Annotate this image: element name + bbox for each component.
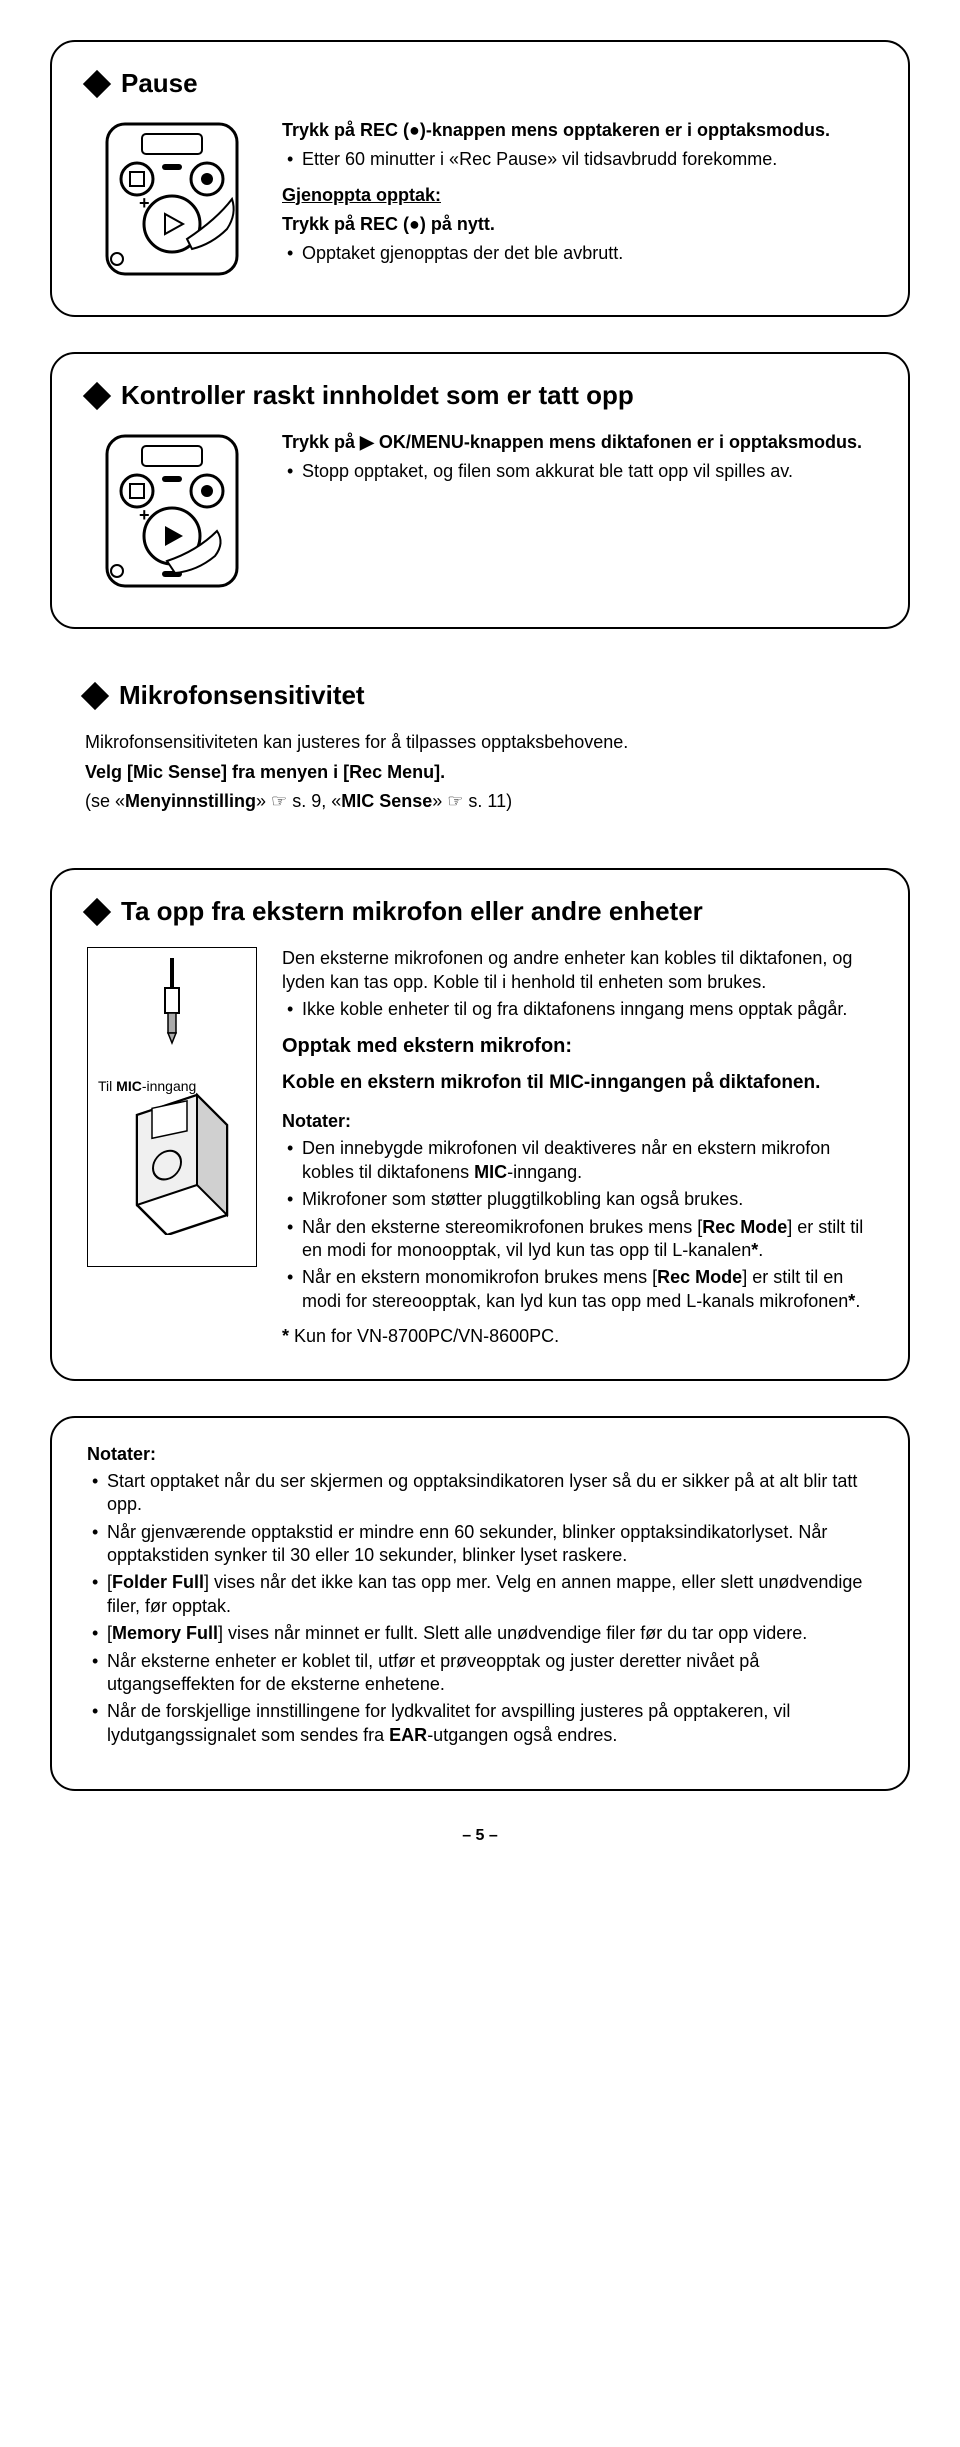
section-pause: Pause + Trykk på REC (●)-knappen mens op…	[50, 40, 910, 317]
svg-text:+: +	[139, 505, 150, 525]
ref-bold: MIC Sense	[341, 791, 432, 811]
device-illustration: +	[87, 431, 257, 597]
star-note: * Kun for VN-8700PC/VN-8600PC.	[282, 1325, 873, 1348]
select-line: Velg [Mic Sense] fra menyen i [Rec Menu]…	[85, 761, 875, 784]
bullet-diamond-icon	[81, 682, 109, 710]
heading-text: Mikrofonsensitivitet	[119, 679, 365, 713]
ref-text: (se «	[85, 791, 125, 811]
heading-ekstern: Ta opp fra ekstern mikrofon eller andre …	[87, 895, 873, 929]
list-item: [Memory Full] vises når minnet er fullt.…	[87, 1622, 873, 1645]
note-bold: Folder Full	[112, 1572, 204, 1592]
reference-line: (se «Menyinnstilling» ☞ s. 9, «MIC Sense…	[85, 790, 875, 813]
star: *	[282, 1326, 289, 1346]
note-text: ] vises når minnet er fullt. Slett alle …	[218, 1623, 807, 1643]
bullet-list: Opptaket gjenopptas der det ble avbrutt.	[282, 242, 873, 265]
note-text: Når den eksterne stereomikrofonen brukes…	[302, 1217, 702, 1237]
note-bold: EAR	[389, 1725, 427, 1745]
list-item: [Folder Full] vises når det ikke kan tas…	[87, 1571, 873, 1618]
row: + Trykk på REC (●)-knappen mens opptaker…	[87, 119, 873, 285]
note-bold: MIC	[474, 1162, 507, 1182]
list-item: Ikke koble enheter til og fra diktafonen…	[282, 998, 873, 1021]
action: Trykk på REC (●) på nytt.	[282, 213, 873, 236]
list-item: Start opptaket når du ser skjermen og op…	[87, 1470, 873, 1517]
heading-mikrofon: Mikrofonsensitivitet	[85, 679, 875, 713]
recorder-play-icon: +	[87, 431, 257, 591]
page-number: – 5 –	[50, 1826, 910, 1847]
action: Trykk på REC (●)-knappen mens opptakeren…	[282, 119, 873, 142]
heading-text: Pause	[121, 67, 198, 101]
bullet-list: Stopp opptaket, og filen som akkurat ble…	[282, 460, 873, 483]
list-item: Mikrofoner som støtter pluggtilkobling k…	[282, 1188, 873, 1211]
ref-text: » ☞ s. 11)	[432, 791, 512, 811]
content: Trykk på REC (●)-knappen mens opptakeren…	[282, 119, 873, 278]
list-item: Når de forskjellige innstillingene for l…	[87, 1700, 873, 1747]
mic-plug-icon	[97, 958, 247, 1078]
section-kontroller: Kontroller raskt innholdet som er tatt o…	[50, 352, 910, 629]
list-item: Når gjenværende opptakstid er mindre enn…	[87, 1521, 873, 1568]
list-item: Når en ekstern monomikrofon brukes mens …	[282, 1266, 873, 1313]
section-bottom-notes: Notater: Start opptaket når du ser skjer…	[50, 1416, 910, 1792]
intro-text: Den eksterne mikrofonen og andre enheter…	[282, 947, 873, 994]
row: Til MIC-inngang Den eksterne mikrofonen …	[87, 947, 873, 1348]
list-item: Når den eksterne stereomikrofonen brukes…	[282, 1216, 873, 1263]
notes-title: Notater:	[87, 1443, 873, 1466]
notes-title: Notater:	[282, 1110, 873, 1133]
ref-text: » ☞ s. 9, «	[256, 791, 341, 811]
note-text: .	[855, 1291, 860, 1311]
heading-text: Ta opp fra ekstern mikrofon eller andre …	[121, 895, 703, 929]
svg-text:+: +	[139, 193, 150, 213]
action: Trykk på ▶ OK/MENU-knappen mens diktafon…	[282, 431, 873, 454]
note-text: Kun for VN-8700PC/VN-8600PC.	[289, 1326, 559, 1346]
subhead: Koble en ekstern mikrofon til MIC-inngan…	[282, 1071, 873, 1096]
description: Mikrofonsensitiviteten kan justeres for …	[85, 731, 875, 754]
list-item: Når eksterne enheter er koblet til, utfø…	[87, 1650, 873, 1697]
note-bold: Memory Full	[112, 1623, 218, 1643]
note-text: ] vises når det ikke kan tas opp mer. Ve…	[107, 1572, 862, 1615]
section-ekstern-mikrofon: Ta opp fra ekstern mikrofon eller andre …	[50, 868, 910, 1380]
row: + Trykk på ▶ OK/MENU-knappen mens diktaf…	[87, 431, 873, 597]
note-text: -inngang.	[507, 1162, 582, 1182]
bullet-diamond-icon	[83, 70, 111, 98]
ref-bold: Menyinnstilling	[125, 791, 256, 811]
list-item: Den innebygde mikrofonen vil deaktiveres…	[282, 1137, 873, 1184]
note-bold: Rec Mode	[657, 1267, 742, 1287]
heading-pause: Pause	[87, 67, 873, 101]
subhead: Opptak med ekstern mikrofon:	[282, 1033, 873, 1059]
note-bold: Rec Mode	[702, 1217, 787, 1237]
section-mikrofonsensitivitet: Mikrofonsensitivitet Mikrofonsensitivite…	[50, 664, 910, 833]
recorder-rec-icon: +	[87, 119, 257, 279]
list-item: Opptaket gjenopptas der det ble avbrutt.	[282, 242, 873, 265]
notes-list: Den innebygde mikrofonen vil deaktiveres…	[282, 1137, 873, 1313]
resume-title: Gjenoppta opptak:	[282, 184, 873, 207]
list-item: Etter 60 minutter i «Rec Pause» vil tids…	[282, 148, 873, 171]
bullet-list: Etter 60 minutter i «Rec Pause» vil tids…	[282, 148, 873, 171]
device-illustration: +	[87, 119, 257, 285]
mic-illustration-frame: Til MIC-inngang	[87, 947, 257, 1267]
note-text: .	[758, 1240, 763, 1260]
note-text: -utgangen også endres.	[427, 1725, 617, 1745]
heading-kontroller: Kontroller raskt innholdet som er tatt o…	[87, 379, 873, 413]
bullet-list: Ikke koble enheter til og fra diktafonen…	[282, 998, 873, 1021]
notes-list: Start opptaket når du ser skjermen og op…	[87, 1470, 873, 1747]
content: Den eksterne mikrofonen og andre enheter…	[282, 947, 873, 1348]
heading-text: Kontroller raskt innholdet som er tatt o…	[121, 379, 634, 413]
recorder-3d-icon	[97, 1085, 247, 1235]
bullet-diamond-icon	[83, 898, 111, 926]
content: Trykk på ▶ OK/MENU-knappen mens diktafon…	[282, 431, 873, 496]
bullet-diamond-icon	[83, 382, 111, 410]
note-text: Når en ekstern monomikrofon brukes mens …	[302, 1267, 657, 1287]
list-item: Stopp opptaket, og filen som akkurat ble…	[282, 460, 873, 483]
